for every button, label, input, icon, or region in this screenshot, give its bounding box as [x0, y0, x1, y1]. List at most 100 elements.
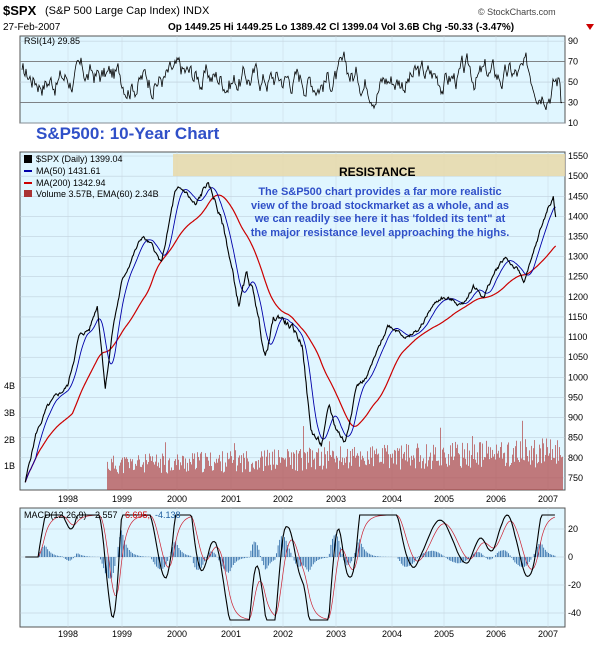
volume-bar — [425, 463, 426, 490]
volume-bar — [363, 458, 364, 490]
price-tick-label: 1450 — [568, 191, 588, 201]
volume-bar — [117, 472, 118, 490]
volume-bar — [295, 470, 296, 490]
volume-bar — [149, 453, 150, 490]
volume-bar — [120, 462, 121, 490]
volume-bar — [489, 459, 490, 490]
volume-bar — [537, 463, 538, 490]
volume-bar — [376, 448, 377, 490]
volume-bar — [335, 462, 336, 490]
volume-bar — [456, 448, 457, 490]
volume-bar — [234, 443, 235, 490]
volume-bar — [417, 443, 418, 490]
volume-bar — [353, 455, 354, 490]
volume-bar — [122, 457, 123, 490]
volume-bar — [492, 449, 493, 490]
volume-bar — [274, 449, 275, 490]
price-tick-label: 1500 — [568, 171, 588, 181]
volume-bar — [526, 447, 527, 490]
volume-bar — [179, 469, 180, 490]
volume-bar — [159, 467, 160, 490]
rsi-tick-label: 70 — [568, 57, 578, 67]
volume-bar — [192, 453, 193, 490]
volume-bar — [214, 461, 215, 490]
volume-bar — [498, 450, 499, 490]
macd-x-axis: 1998 1999 2000 2001 2002 2003 2004 2005 2006 2007 — [58, 629, 558, 639]
volume-bar — [305, 453, 306, 490]
volume-bar — [279, 457, 280, 490]
year-tick-label: 2004 — [382, 494, 402, 504]
volume-bar — [482, 443, 483, 490]
volume-bar — [223, 472, 224, 490]
volume-legend-swatch — [24, 190, 32, 197]
volume-bar — [312, 450, 313, 490]
volume-bar — [419, 461, 420, 490]
volume-bar — [432, 460, 433, 490]
volume-bar — [421, 468, 422, 490]
volume-bar — [239, 455, 240, 490]
volume-bar — [229, 458, 230, 490]
volume-bar — [557, 440, 558, 490]
volume-axis: 1B 2B 3B 4B — [4, 381, 15, 471]
volume-bar — [155, 461, 156, 490]
volume-bar — [381, 461, 382, 490]
volume-bar — [383, 463, 384, 490]
volume-bar — [449, 465, 450, 490]
volume-bar — [306, 469, 307, 490]
volume-bar — [322, 469, 323, 490]
volume-bar — [560, 455, 561, 490]
volume-bar — [318, 448, 319, 490]
volume-bar — [193, 458, 194, 490]
volume-bar — [148, 461, 149, 490]
volume-bar — [178, 459, 179, 490]
volume-bar — [529, 450, 530, 490]
volume-bar — [218, 458, 219, 490]
volume-bar — [508, 442, 509, 490]
volume-bar — [245, 469, 246, 490]
volume-bar — [377, 454, 378, 490]
volume-bar — [332, 450, 333, 490]
volume-bar — [418, 447, 419, 490]
volume-bar — [408, 444, 409, 490]
volume-bar — [476, 462, 477, 490]
volume-bar — [514, 461, 515, 490]
year-tick-label: 2002 — [273, 494, 293, 504]
year-tick-label: 2005 — [434, 494, 454, 504]
volume-bar — [158, 462, 159, 490]
price-tick-label: 1300 — [568, 252, 588, 262]
volume-bar — [473, 458, 474, 490]
volume-bar — [453, 460, 454, 490]
volume-bar — [434, 454, 435, 490]
volume-bar — [233, 459, 234, 490]
volume-bar — [360, 451, 361, 490]
volume-bar — [506, 462, 507, 490]
volume-bar — [292, 468, 293, 490]
volume-bar — [209, 465, 210, 490]
volume-bar — [326, 468, 327, 490]
volume-bar — [511, 462, 512, 490]
volume-bar — [354, 447, 355, 490]
volume-bar — [199, 460, 200, 490]
volume-bar — [503, 453, 504, 490]
volume-bar — [215, 463, 216, 490]
volume-bar — [391, 457, 392, 490]
volume-bar — [203, 471, 204, 490]
volume-bar — [311, 467, 312, 490]
volume-bar — [437, 460, 438, 490]
volume-bar — [323, 465, 324, 490]
volume-bar — [168, 460, 169, 490]
volume-bar — [285, 458, 286, 490]
volume-bar — [129, 468, 130, 490]
volume-bar — [263, 471, 264, 490]
volume-bar — [372, 446, 373, 490]
volume-bar — [282, 457, 283, 490]
volume-bar — [108, 468, 109, 490]
volume-bar — [313, 459, 314, 490]
volume-bar — [493, 456, 494, 490]
volume-bar — [450, 445, 451, 490]
volume-bar — [430, 452, 431, 490]
volume-bar — [111, 458, 112, 490]
volume-bar — [150, 456, 151, 490]
volume-bar — [458, 453, 459, 490]
volume-bar — [330, 455, 331, 490]
